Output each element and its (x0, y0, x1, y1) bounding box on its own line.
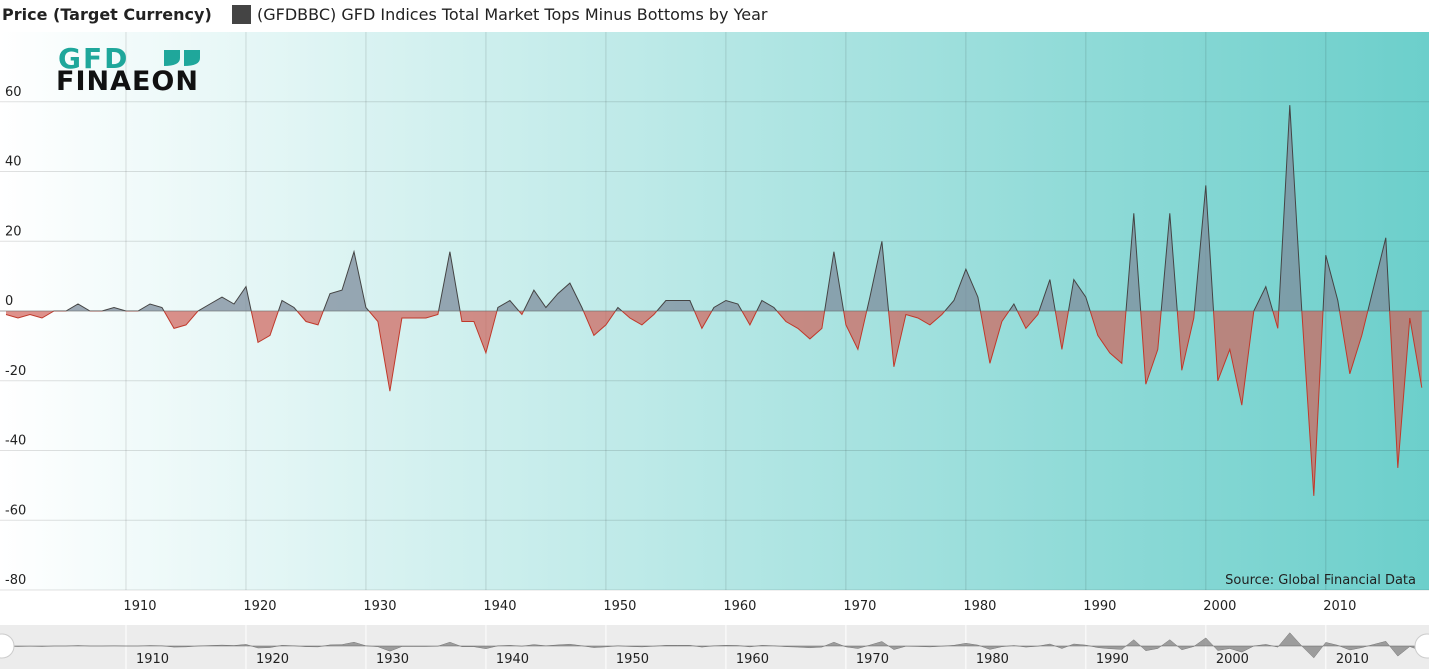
x-tick-label: 2010 (1323, 599, 1356, 614)
logo-top: GFD (58, 42, 129, 75)
x-tick-label: 1980 (963, 599, 996, 614)
logo-leaf (164, 50, 200, 66)
navigator-handle-left[interactable] (0, 633, 15, 659)
legend-swatch (232, 5, 251, 24)
navigator-series (0, 632, 1429, 659)
navigator-handle-right[interactable] (1414, 633, 1429, 659)
navigator-tick-label: 2010 (1336, 652, 1369, 667)
line-positive (53, 105, 1391, 311)
x-tick-label: 2000 (1203, 599, 1236, 614)
y-tick-label: -80 (5, 573, 26, 588)
navigator-tick-label: 1990 (1096, 652, 1129, 667)
series-area (0, 105, 1429, 496)
x-tick-label: 1960 (723, 599, 756, 614)
logo: GFD FINAEON (56, 42, 200, 97)
line-negative (5, 646, 1422, 659)
y-tick-label: 0 (5, 294, 13, 309)
navigator-tick-label: 1930 (376, 652, 409, 667)
navigator-tick-label: 1970 (856, 652, 889, 667)
navigator-tick-label: 1920 (256, 652, 289, 667)
navigator-tick-label: 1940 (496, 652, 529, 667)
x-tick-label: 1940 (483, 599, 516, 614)
x-tick-label: 1970 (843, 599, 876, 614)
navigator-tick-label: 1910 (136, 652, 169, 667)
navigator-tick-label: 2000 (1216, 652, 1249, 667)
y-axis-title: Price (Target Currency) (2, 5, 212, 24)
navigator-tick-label: 1960 (736, 652, 769, 667)
x-tick-label: 1990 (1083, 599, 1116, 614)
y-tick-label: -60 (5, 503, 26, 518)
x-tick-label: 1930 (363, 599, 396, 614)
positive-area (6, 632, 1422, 646)
line-negative (5, 311, 1423, 496)
navigator-tick-label: 1980 (976, 652, 1009, 667)
y-tick-label: -40 (5, 434, 26, 449)
y-tick-label: -20 (5, 364, 26, 379)
logo-bottom: FINAEON (56, 66, 199, 97)
source-note: Source: Global Financial Data (1225, 573, 1416, 588)
legend-label: (GFDBBC) GFD Indices Total Market Tops M… (257, 5, 768, 24)
x-tick-label: 1920 (243, 599, 276, 614)
navigator-tick-label: 1950 (616, 652, 649, 667)
x-tick-label: 1910 (123, 599, 156, 614)
y-tick-label: 20 (5, 224, 22, 239)
x-tick-label: 1950 (603, 599, 636, 614)
y-tick-label: 40 (5, 155, 22, 170)
y-tick-label: 60 (5, 85, 22, 100)
